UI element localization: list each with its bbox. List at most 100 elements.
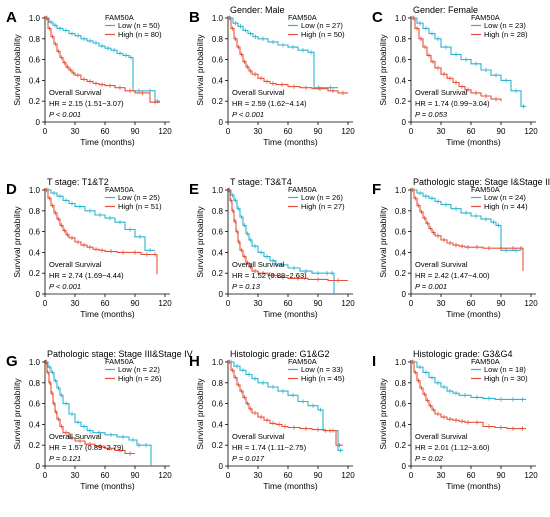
y-tick-label: 0.4 [395,248,407,257]
series-high-curve [45,361,135,455]
y-tick-label: 1.0 [212,14,224,23]
y-tick-label: 0 [219,118,224,127]
panel-e: E T stage: T3&T4 0 0.2 0.4 0.6 0.8 1.0 0 30 60 90 12… [189,177,355,319]
panel-letter: H [189,353,200,370]
legend-low: Low (n = 18) [484,365,526,374]
stat-title: Overall Survival [49,260,102,269]
series-low-curve [411,189,521,251]
x-tick-label: 30 [71,471,80,480]
p-value: P = 0.121 [49,454,81,463]
x-tick-label: 30 [437,471,446,480]
stat-title: Overall Survival [232,260,285,269]
series-high-curve [411,361,526,430]
x-axis-label: Time (months) [446,309,501,319]
y-tick-label: 0.6 [212,400,224,409]
x-tick-label: 90 [131,471,140,480]
x-axis-label: Time (months) [446,137,501,147]
legend-high: High (n = 26) [118,374,162,383]
y-tick-label: 0.2 [395,441,407,450]
y-tick-label: 1.0 [395,358,407,367]
legend-title: FAM50A [288,357,317,366]
x-tick-label: 120 [524,299,538,308]
p-value: P = 0.13 [232,282,261,291]
panel-title: T stage: T3&T4 [230,177,292,187]
series-low-curve [45,17,160,102]
x-tick-label: 0 [409,299,414,308]
y-tick-label: 0 [402,118,407,127]
y-tick-label: 0.6 [395,400,407,409]
panel-title: Histologic grade: G3&G4 [413,349,513,359]
panel-letter: E [189,181,199,198]
panel-title: Pathologic stage: Stage I&Stage II [413,177,550,187]
hazard-ratio: HR = 1.52 (0.88−2.63) [232,271,307,280]
y-tick-label: 0.4 [212,76,224,85]
y-tick-label: 0.4 [29,76,41,85]
p-value: P < 0.001 [49,110,81,119]
legend-title: FAM50A [471,13,500,22]
panel-i: I Histologic grade: G3&G4 0 0.2 0.4 0.6 0.8 1.0… [372,349,538,491]
legend-high: High (n = 28) [484,30,528,39]
x-tick-label: 30 [254,299,263,308]
x-tick-label: 0 [43,127,48,136]
y-tick-label: 0.6 [29,228,41,237]
x-tick-label: 120 [158,471,172,480]
y-axis-label: Survival probability [378,206,388,278]
x-tick-label: 30 [437,299,446,308]
legend-title: FAM50A [105,185,134,194]
y-tick-label: 0.8 [395,207,407,216]
panel-title: Gender: Female [413,5,478,15]
panel-f: F Pathologic stage: Stage I&Stage II 0 0.2 0… [372,177,550,319]
y-tick-label: 0.8 [29,207,41,216]
y-tick-label: 1.0 [29,358,41,367]
panel-a: A 0 0.2 0.4 0.6 0.8 1.0 0 30 60 90 120 Time (months)… [6,9,172,147]
stat-title: Overall Survival [415,432,468,441]
legend-title: FAM50A [105,13,134,22]
panel-title: Histologic grade: G1&G2 [230,349,330,359]
y-tick-label: 0.4 [395,76,407,85]
legend-high: High (n = 44) [484,202,528,211]
y-tick-label: 1.0 [212,186,224,195]
legend-low: Low (n = 23) [484,21,526,30]
y-axis-label: Survival probability [378,34,388,106]
y-axis-label: Survival probability [12,34,22,106]
x-tick-label: 0 [43,299,48,308]
x-tick-label: 120 [524,471,538,480]
p-value: P < 0.001 [232,110,264,119]
y-tick-label: 0 [402,462,407,471]
p-value: P = 0.053 [415,110,448,119]
x-tick-label: 60 [467,127,476,136]
x-tick-label: 0 [43,471,48,480]
hazard-ratio: HR = 1.74 (0.99−3.04) [415,99,490,108]
legend-low: Low (n = 26) [301,193,343,202]
x-tick-label: 60 [284,127,293,136]
x-tick-label: 120 [158,127,172,136]
x-tick-label: 60 [284,471,293,480]
x-tick-label: 90 [131,299,140,308]
legend-title: FAM50A [288,185,317,194]
x-tick-label: 0 [226,299,231,308]
stat-title: Overall Survival [232,88,285,97]
x-tick-label: 30 [254,127,263,136]
stat-title: Overall Survival [415,88,468,97]
legend-low: Low (n = 33) [301,365,343,374]
y-tick-label: 0.4 [29,248,41,257]
y-tick-label: 0.2 [29,97,41,106]
x-axis-label: Time (months) [263,481,318,491]
p-value: P < 0.001 [49,282,81,291]
legend-high: High (n = 50) [301,30,345,39]
legend-high: High (n = 51) [118,202,162,211]
x-tick-label: 60 [101,299,110,308]
y-axis-label: Survival probability [12,206,22,278]
x-tick-label: 0 [409,471,414,480]
y-tick-label: 0.8 [29,35,41,44]
y-tick-label: 0.2 [212,97,224,106]
x-tick-label: 30 [71,127,80,136]
panel-h: H Histologic grade: G1&G2 0 0.2 0.4 0.6 0.8 1.0… [189,349,355,491]
y-tick-label: 1.0 [29,186,41,195]
panel-letter: D [6,181,17,198]
x-tick-label: 90 [131,127,140,136]
y-tick-label: 0 [219,290,224,299]
hazard-ratio: HR = 2.01 (1.12−3.60) [415,443,490,452]
x-tick-label: 90 [314,299,323,308]
